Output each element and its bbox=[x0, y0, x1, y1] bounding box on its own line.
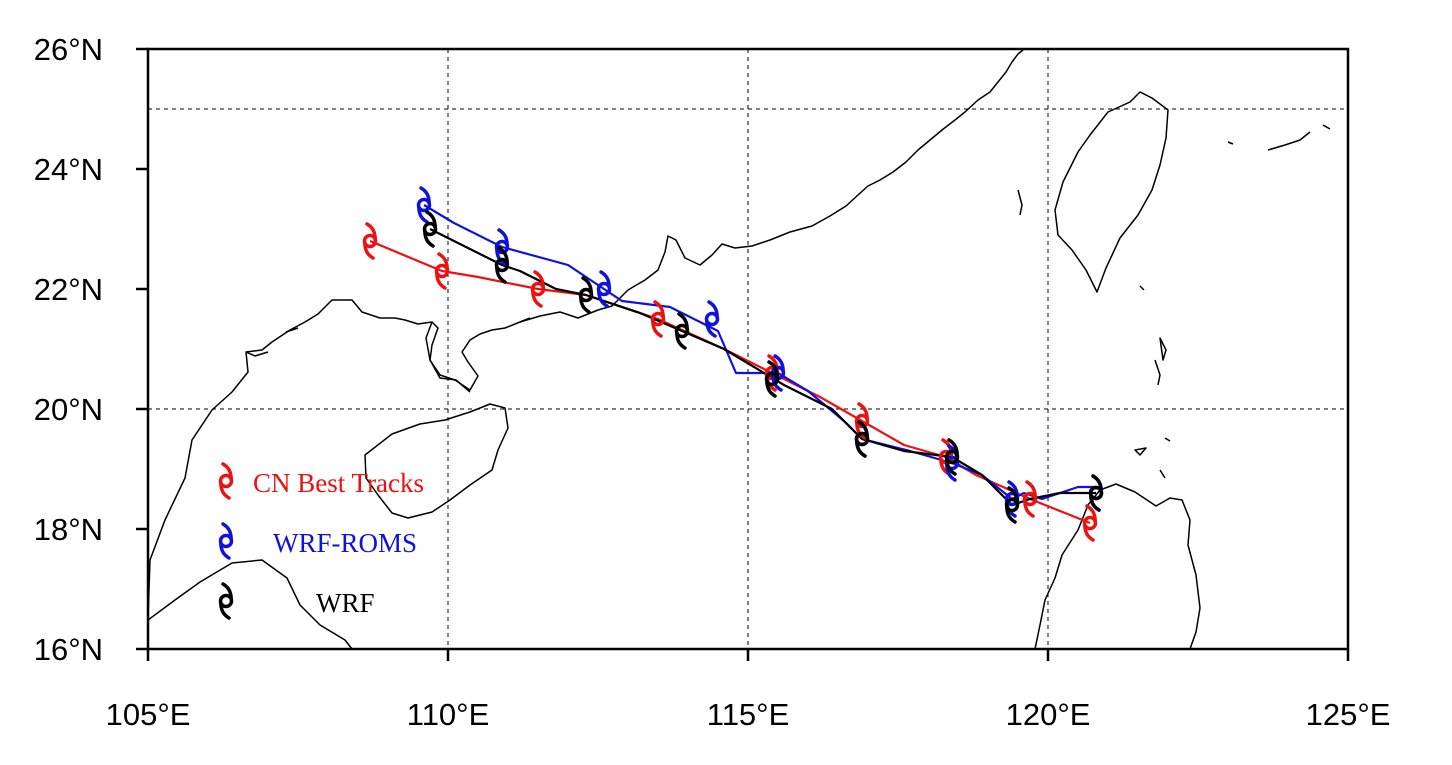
legend-marker-icon bbox=[218, 462, 234, 500]
track-lines bbox=[369, 204, 1096, 525]
legend-label-cn-best-tracks: CN Best Tracks bbox=[253, 468, 424, 498]
track-marker-cn-best-tracks bbox=[650, 300, 666, 338]
track-marker-wrf bbox=[1004, 486, 1020, 524]
track-marker-cn-best-tracks bbox=[362, 222, 378, 260]
track-marker-cn-best-tracks bbox=[1022, 480, 1038, 518]
x-tick-label: 115°E bbox=[707, 697, 790, 732]
y-tick-label: 20°N bbox=[34, 392, 103, 427]
x-tick-label: 120°E bbox=[1006, 697, 1091, 732]
track-marker-wrf bbox=[578, 276, 594, 314]
typhoon-symbol-icon bbox=[218, 522, 234, 560]
track-marker-wrf bbox=[944, 438, 960, 476]
track-marker-wrf bbox=[422, 210, 438, 248]
track-marker-wrf-roms bbox=[596, 270, 612, 308]
philippines-luzon-coast bbox=[1034, 483, 1201, 649]
x-tick-label: 125°E bbox=[1306, 697, 1391, 732]
track-line-wrf bbox=[429, 228, 1096, 507]
typhoon-markers bbox=[362, 186, 1104, 542]
track-marker-wrf bbox=[764, 360, 780, 398]
legend-label-wrf: WRF bbox=[316, 588, 375, 618]
track-line-cn-best-tracks bbox=[369, 239, 1091, 525]
small-islands bbox=[1017, 124, 1331, 479]
track-marker-wrf-roms bbox=[416, 186, 432, 224]
legend-marker-icon bbox=[218, 522, 234, 560]
track-marker-wrf-roms bbox=[704, 300, 720, 338]
x-axis-labels: 105°E 110°E 115°E 120°E 125°E bbox=[106, 697, 1391, 732]
x-tick-label: 110°E bbox=[407, 697, 490, 732]
track-marker-wrf bbox=[1088, 474, 1104, 512]
hainan-island-coast bbox=[364, 403, 509, 519]
track-marker-cn-best-tracks bbox=[1082, 504, 1098, 542]
gridlines bbox=[148, 49, 1348, 649]
x-tick-label: 105°E bbox=[106, 697, 191, 732]
gulf-coast-detail bbox=[245, 317, 531, 357]
track-marker-wrf bbox=[854, 420, 870, 458]
coastline-layer bbox=[148, 49, 1331, 649]
leizhou-peninsula-coast bbox=[425, 321, 471, 393]
track-marker-wrf bbox=[494, 246, 510, 284]
legend-marker-icon bbox=[218, 582, 234, 620]
track-marker-cn-best-tracks bbox=[434, 252, 450, 290]
track-marker-wrf bbox=[674, 312, 690, 350]
taiwan-island-coast bbox=[1054, 91, 1169, 293]
legend-label-wrf-roms: WRF-ROMS bbox=[273, 528, 417, 558]
axis-ticks bbox=[136, 47, 1350, 661]
y-tick-label: 24°N bbox=[34, 152, 103, 187]
y-tick-label: 22°N bbox=[34, 272, 103, 307]
y-tick-label: 16°N bbox=[34, 632, 103, 667]
china-mainland-coast bbox=[148, 49, 1025, 649]
typhoon-symbol-icon bbox=[218, 462, 234, 500]
track-marker-cn-best-tracks bbox=[530, 270, 546, 308]
y-axis-labels: 16°N 18°N 20°N 22°N 24°N 26°N bbox=[34, 32, 103, 667]
typhoon-symbol-icon bbox=[218, 582, 234, 620]
y-tick-label: 26°N bbox=[34, 32, 103, 67]
legend: CN Best Tracks WRF-ROMS WRF bbox=[218, 462, 424, 620]
y-tick-label: 18°N bbox=[34, 512, 103, 547]
track-line-wrf-roms bbox=[423, 204, 1096, 501]
